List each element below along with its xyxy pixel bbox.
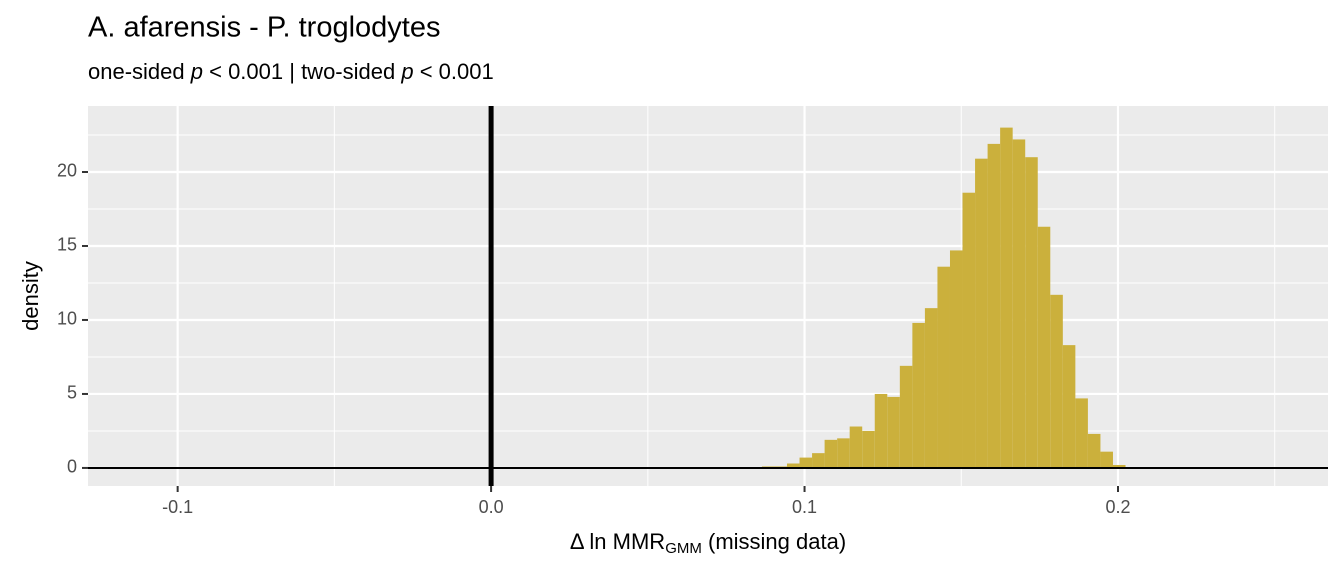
- bar: [812, 453, 825, 468]
- bar: [799, 457, 813, 468]
- y-axis-title: density: [18, 261, 43, 331]
- y-tick-label: 5: [67, 383, 77, 403]
- bar: [924, 308, 938, 468]
- bar: [874, 393, 888, 468]
- bar: [1037, 226, 1051, 468]
- bar: [975, 158, 988, 468]
- bar: [1050, 294, 1063, 468]
- text-part: p: [190, 59, 203, 84]
- bar: [824, 439, 838, 468]
- bar: [912, 322, 925, 468]
- x-tick-label: 0.2: [1105, 497, 1130, 517]
- bar: [837, 438, 850, 468]
- x-tick-label: -0.1: [162, 497, 193, 517]
- x-axis-title: Δ ln MMRGMM (missing data): [570, 529, 846, 557]
- y-tick-label: 20: [57, 161, 77, 181]
- y-tick-label: 10: [57, 309, 77, 329]
- bar: [862, 430, 875, 468]
- panel: [88, 106, 1328, 486]
- text-part: one-sided: [88, 59, 191, 84]
- x-tick-label: 0.0: [479, 497, 504, 517]
- text-part: p: [400, 59, 413, 84]
- bar: [1112, 464, 1126, 468]
- text-part: (missing data): [702, 529, 846, 554]
- bar: [1062, 345, 1076, 468]
- bar: [937, 266, 950, 468]
- text-part: GMM: [665, 540, 702, 557]
- bar: [887, 396, 900, 468]
- y-tick-label: 15: [57, 235, 77, 255]
- bar: [1100, 451, 1113, 468]
- bar: [1012, 139, 1026, 468]
- bar: [899, 365, 913, 468]
- bar: [786, 463, 800, 468]
- bar: [849, 426, 863, 468]
- bar: [1087, 433, 1101, 468]
- bar: [949, 250, 963, 468]
- text-part: < 0.001 | two-sided: [203, 59, 401, 84]
- chart-title: A. afarensis - P. troglodytes: [88, 12, 440, 44]
- bar: [1025, 157, 1038, 468]
- text-part: < 0.001: [414, 59, 494, 84]
- bar: [987, 143, 1001, 468]
- bar: [1000, 127, 1013, 468]
- text-part: Δ ln MMR: [570, 529, 665, 554]
- chart-subtitle: one-sided p < 0.001 | two-sided p < 0.00…: [88, 59, 494, 84]
- x-tick-label: 0.1: [792, 497, 817, 517]
- y-tick-label: 0: [67, 457, 77, 477]
- bar: [1075, 398, 1088, 468]
- bar: [962, 192, 976, 468]
